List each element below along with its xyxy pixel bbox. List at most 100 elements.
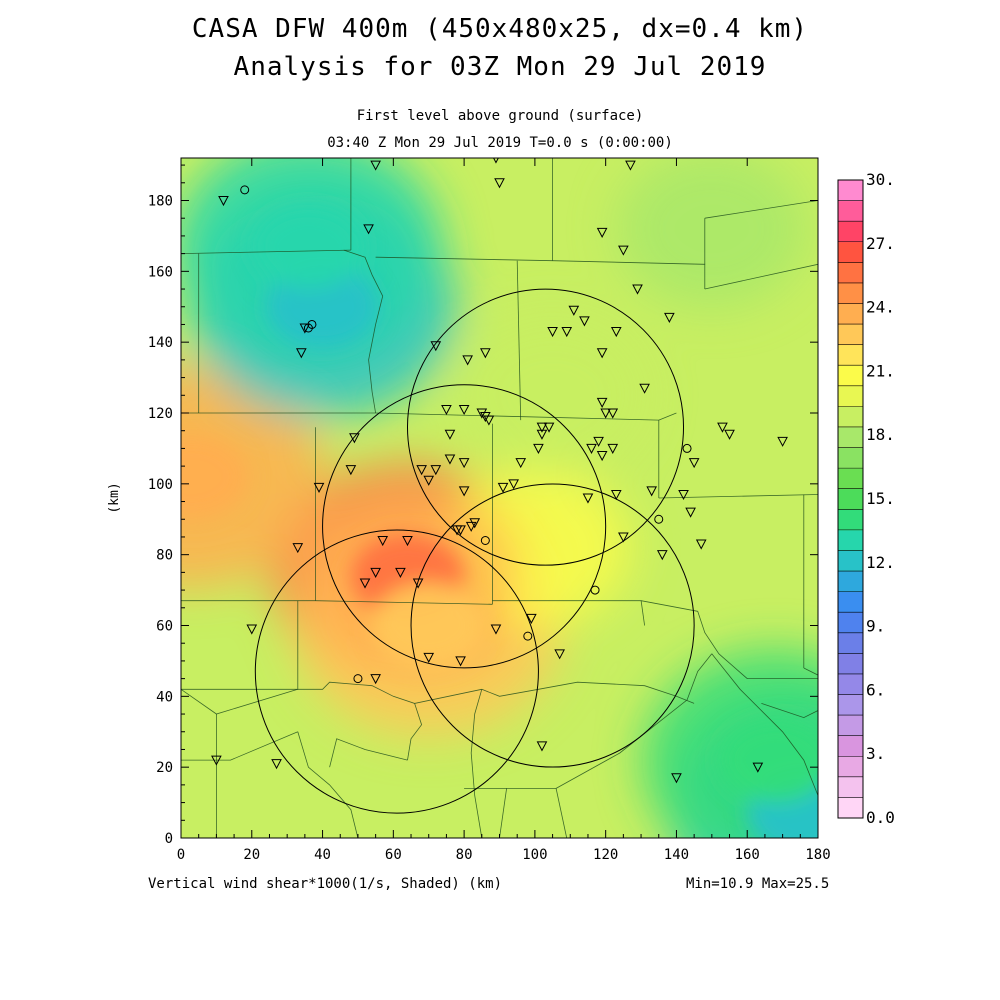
x-axis: 0 20 40 60 80 100 120 140 160 180 — [177, 158, 831, 863]
range-ring — [406, 288, 685, 566]
station-triangle — [596, 348, 608, 359]
colorbar-label: 0.0 — [866, 808, 895, 827]
county-line — [711, 653, 818, 796]
station-triangle — [490, 624, 502, 635]
county-line — [704, 200, 818, 219]
range-ring — [254, 529, 539, 814]
station-triangle — [370, 567, 381, 578]
station-triangle — [345, 465, 357, 476]
station-triangle — [554, 649, 565, 660]
station-triangle — [717, 422, 728, 433]
station-triangle — [292, 543, 304, 554]
county-line — [329, 738, 408, 768]
colorbar-swatch — [838, 303, 863, 325]
y-axis-label: (km) — [107, 482, 122, 513]
colorbar-swatch — [838, 385, 863, 407]
county-line — [697, 611, 818, 679]
station-triangle — [618, 245, 629, 256]
station-triangle — [752, 762, 764, 773]
x-tick-label: 60 — [385, 847, 402, 863]
station-triangle — [664, 312, 675, 323]
station-triangle — [349, 433, 360, 444]
colorbar-swatch — [838, 673, 863, 696]
field-blob-core — [372, 583, 486, 668]
station-triangle — [469, 518, 481, 529]
station-triangle — [313, 482, 325, 493]
station-triangle — [579, 316, 590, 327]
station-triangle — [480, 412, 491, 423]
colorbar-swatch — [838, 529, 863, 551]
shaded-field — [181, 158, 818, 838]
plot-area — [180, 157, 819, 839]
station-triangle — [610, 489, 622, 501]
station-triangle — [688, 458, 700, 469]
y-tick-label: 140 — [148, 335, 173, 351]
colorbar-swatch — [838, 509, 863, 531]
county-line — [516, 260, 522, 421]
station-circle — [303, 323, 313, 333]
station-triangle — [508, 479, 519, 490]
county-line — [375, 412, 659, 421]
colorbar-swatch — [838, 241, 863, 263]
station-triangle — [607, 408, 619, 419]
station-triangle — [246, 624, 258, 635]
station-triangle — [494, 178, 505, 189]
station-triangle — [218, 196, 229, 207]
x-tick-label: 160 — [735, 847, 760, 863]
station-triangle — [568, 305, 580, 316]
field-layer-core — [181, 204, 818, 838]
station-triangle — [455, 525, 466, 536]
min-max-label: Min=10.9 Max=25.5 — [686, 876, 830, 892]
station-triangle — [639, 383, 650, 394]
county-line — [375, 256, 553, 262]
y-tick-label: 120 — [148, 406, 173, 422]
county-line — [803, 667, 818, 676]
chart-title-line2: Analysis for 03Z Mon 29 Jul 2019 — [233, 52, 767, 82]
station-circle — [523, 631, 533, 641]
range-ring — [410, 483, 695, 768]
county-line — [181, 600, 493, 605]
station-triangle — [596, 397, 608, 408]
colorbar-label: 9. — [866, 617, 885, 636]
colorbar-swatch — [838, 776, 863, 798]
station-circle — [240, 185, 250, 195]
station-triangle — [625, 160, 636, 171]
colorbar-label: 24. — [866, 298, 895, 317]
station-triangle — [430, 465, 442, 476]
colorbar-label: 27. — [866, 234, 895, 253]
colorbar-swatch — [838, 447, 863, 469]
county-line — [761, 703, 818, 719]
colorbar-swatch — [838, 344, 863, 366]
colorbar-swatch — [838, 282, 863, 304]
station-triangle — [377, 536, 389, 547]
y-tick-label: 100 — [148, 477, 173, 493]
station-triangle — [596, 227, 608, 238]
station-triangle — [476, 408, 488, 419]
county-line — [181, 731, 298, 761]
county-line — [499, 788, 507, 838]
county-line — [640, 600, 645, 626]
range-ring — [322, 384, 607, 669]
station-triangle — [465, 521, 477, 532]
colorbar-swatch — [838, 571, 863, 593]
county-line — [658, 412, 677, 421]
colorbar-swatch — [838, 324, 863, 346]
field-blob-outer — [457, 315, 649, 475]
y-tick-label: 80 — [156, 548, 173, 564]
colorbar-label: 15. — [866, 489, 895, 508]
county-line — [181, 249, 351, 254]
colorbar-label: 30. — [866, 170, 895, 189]
y-axis: 0 20 40 60 80 100 120 140 160 180 — [148, 164, 818, 847]
station-triangle — [515, 458, 527, 469]
colorbar-swatch — [838, 653, 863, 675]
station-triangle — [593, 436, 604, 447]
station-triangle — [441, 404, 452, 416]
station-triangle — [607, 443, 619, 454]
chart-title-line1: CASA DFW 400m (450x480x25, dx=0.4 km) — [191, 14, 809, 44]
x-tick-label: 0 — [177, 847, 185, 863]
county-line — [704, 263, 818, 290]
station-triangle — [412, 578, 424, 589]
colorbar-swatch — [838, 180, 863, 202]
stations — [211, 158, 788, 784]
station-triangle — [497, 482, 509, 493]
